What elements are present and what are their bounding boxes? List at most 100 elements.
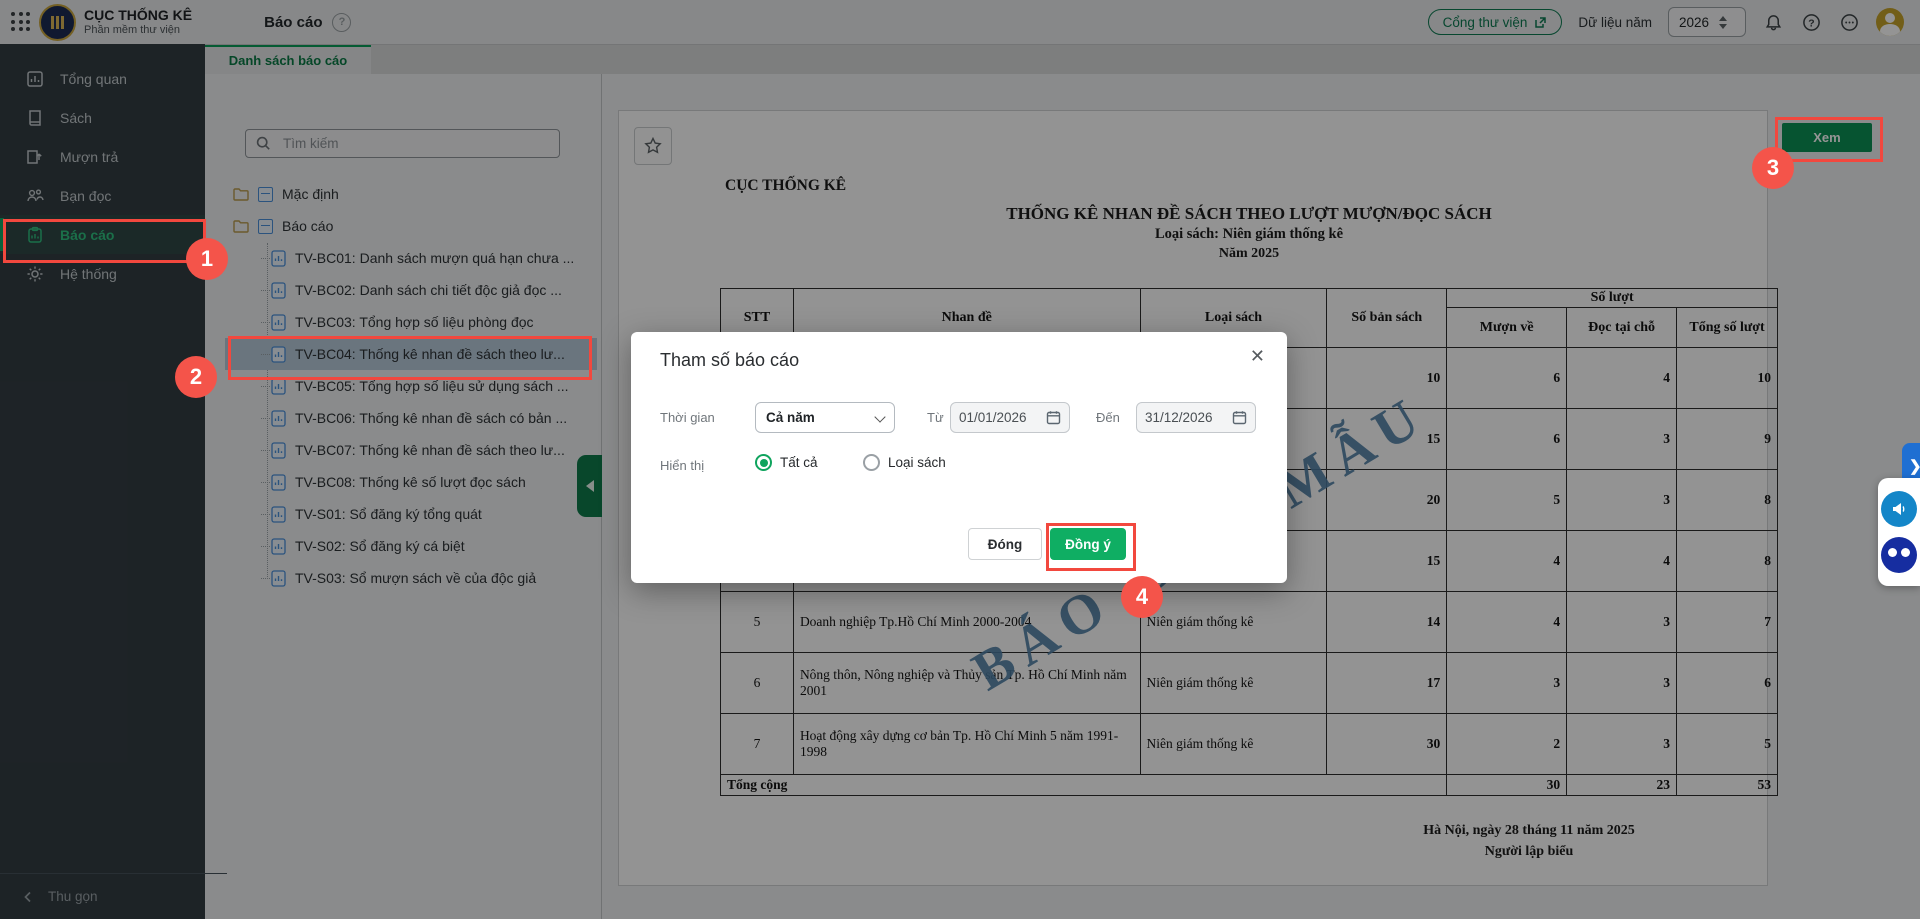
- library-portal-button[interactable]: Cổng thư viện: [1427, 9, 1563, 35]
- col-header-borrow: Mượn về: [1446, 307, 1568, 348]
- announcement-button[interactable]: [1881, 491, 1917, 527]
- chevron-left-icon: [24, 891, 31, 902]
- modal-ok-button[interactable]: Đồng ý: [1050, 528, 1126, 560]
- report-signer-title: Người lập biểu: [1484, 844, 1574, 859]
- chatbot-button[interactable]: [1881, 537, 1917, 573]
- from-date-value: 01/01/2026: [959, 410, 1027, 425]
- tree-report-label: TV-BC02: Danh sách chi tiết độc giả đọc …: [295, 282, 562, 298]
- sidebar-item-he-thong[interactable]: Hệ thống: [0, 254, 205, 293]
- sidebar-item-label: Báo cáo: [60, 226, 115, 243]
- report-subtitle: Loại sách: Niên giám thống kê: [1154, 226, 1344, 243]
- external-link-icon: [1535, 16, 1547, 28]
- year-input[interactable]: [1675, 13, 1713, 31]
- app-subtitle: Phần mềm thư viện: [84, 23, 181, 36]
- sidebar-collapse-button[interactable]: Thu gọn: [0, 873, 227, 919]
- notifications-bell-icon[interactable]: [1762, 11, 1784, 33]
- megaphone-icon: [1893, 503, 1905, 515]
- radio-selected-icon: [755, 454, 772, 471]
- tree-folder-label: Báo cáo: [282, 218, 334, 234]
- readers-icon: [27, 188, 44, 201]
- clipboard-icon: [28, 226, 42, 243]
- sidebar-item-label: Hệ thống: [60, 265, 117, 282]
- tab-danh-sach-bao-cao[interactable]: Danh sách báo cáo: [205, 44, 371, 74]
- tree-report-tv-bc08[interactable]: TV-BC08: Thống kê số lượt đọc sách: [225, 466, 597, 498]
- collapse-minus-icon[interactable]: [258, 218, 273, 234]
- svg-text:?: ?: [1808, 18, 1814, 29]
- from-date-input[interactable]: 01/01/2026: [950, 402, 1070, 433]
- time-range-value: Cả năm: [766, 410, 815, 425]
- col-header-total: Tổng số lượt: [1676, 307, 1778, 348]
- calendar-icon: [1046, 411, 1061, 425]
- chevron-down-icon: [874, 411, 886, 423]
- borrow-return-icon: [27, 149, 42, 164]
- radio-loai-sach[interactable]: Loại sách: [863, 454, 946, 471]
- view-report-button[interactable]: Xem: [1782, 123, 1872, 152]
- tree-report-label: TV-S02: Sổ đăng ký cá biệt: [295, 538, 465, 554]
- org-logo: [39, 3, 76, 41]
- tree-report-label: TV-S03: Sổ mượn sách về của độc giả: [295, 570, 537, 586]
- close-icon[interactable]: ✕: [1249, 346, 1265, 366]
- tree-report-tv-bc06[interactable]: TV-BC06: Thống kê nhan đề sách có bản ..…: [225, 402, 597, 434]
- tree-report-label: TV-BC01: Danh sách mượn quá hạn chưa ...: [295, 250, 575, 266]
- year-stepper[interactable]: [1668, 7, 1746, 37]
- more-options-icon[interactable]: [1838, 11, 1860, 33]
- book-icon: [29, 109, 41, 126]
- report-doc-icon: [271, 505, 286, 523]
- chart-icon: [27, 70, 43, 87]
- tree-report-tv-bc01[interactable]: TV-BC01: Danh sách mượn quá hạn chưa ...: [225, 242, 597, 274]
- tree-report-tv-bc03[interactable]: TV-BC03: Tổng hợp số liệu phòng đọc: [225, 306, 597, 338]
- radio-tat-ca[interactable]: Tất cả: [755, 454, 818, 471]
- tree-report-tv-s01[interactable]: TV-S01: Sổ đăng ký tổng quát: [225, 498, 597, 530]
- report-title: THỐNG KÊ NHAN ĐỀ SÁCH THEO LƯỢT MƯỢN/ĐỌC…: [1006, 204, 1492, 223]
- col-header-copies: Số bản sách: [1326, 288, 1448, 348]
- table-row: 5 Doanh nghiệp Tp.Hồ Chí Minh 2000-2004 …: [720, 591, 1778, 653]
- app-launcher-icon[interactable]: [11, 12, 31, 32]
- page-help-icon[interactable]: ?: [332, 12, 352, 32]
- calendar-icon: [1232, 411, 1247, 425]
- tree-folder-label: Mặc định: [282, 186, 339, 202]
- to-date-input[interactable]: 31/12/2026: [1136, 402, 1256, 433]
- chevron-right-icon: ❯: [1909, 457, 1920, 475]
- report-search-box[interactable]: [245, 129, 560, 158]
- radio-label: Loại sách: [888, 455, 946, 470]
- modal-close-button[interactable]: Đóng: [968, 528, 1042, 560]
- tree-report-label: TV-BC04: Thống kê nhan đề sách theo lư..…: [295, 346, 565, 362]
- time-range-select[interactable]: Cả năm: [755, 402, 895, 433]
- sidebar-item-tong-quan[interactable]: Tổng quan: [0, 59, 205, 98]
- collapse-label: Thu gọn: [48, 889, 98, 904]
- search-icon: [256, 136, 270, 150]
- side-panel-expand-tab[interactable]: ❯: [1902, 443, 1920, 489]
- sidebar-item-sach[interactable]: Sách: [0, 98, 205, 137]
- sidebar-item-ban-doc[interactable]: Bạn đọc: [0, 176, 205, 215]
- tree-report-label: TV-BC05: Tổng hợp số liệu sử dụng sách .…: [295, 378, 569, 394]
- table-row: 7 Hoạt động xây dựng cơ bản Tp. Hồ Chí M…: [720, 713, 1778, 775]
- radio-unselected-icon: [863, 454, 880, 471]
- help-circle-icon[interactable]: ?: [1800, 11, 1822, 33]
- tree-report-tv-s03[interactable]: TV-S03: Sổ mượn sách về của độc giả: [225, 562, 597, 594]
- report-signature-block: Hà Nội, ngày 28 tháng 11 năm 2025 Người …: [1290, 820, 1768, 862]
- favorite-star-button[interactable]: [634, 127, 672, 165]
- year-spinner[interactable]: [1719, 15, 1727, 29]
- top-header: CỤC THỐNG KÊ Phần mềm thư viện Báo cáo ?…: [0, 0, 1920, 45]
- user-avatar[interactable]: [1876, 8, 1904, 36]
- tree-report-tv-s02[interactable]: TV-S02: Sổ đăng ký cá biệt: [225, 530, 597, 562]
- tree-report-label: TV-BC03: Tổng hợp số liệu phòng đọc: [295, 314, 534, 330]
- report-tree: Mặc định Báo cáo TV-BC01: Danh sách mượn…: [225, 178, 597, 594]
- tree-report-tv-bc02[interactable]: TV-BC02: Danh sách chi tiết độc giả đọc …: [225, 274, 597, 306]
- search-input[interactable]: [281, 135, 535, 152]
- tree-report-label: TV-BC08: Thống kê số lượt đọc sách: [295, 474, 526, 490]
- sidebar-item-label: Tổng quan: [60, 70, 127, 87]
- tree-report-tv-bc07[interactable]: TV-BC07: Thống kê nhan đề sách theo lư..…: [225, 434, 597, 466]
- spin-up-icon[interactable]: [1719, 15, 1727, 21]
- report-doc-icon: [271, 409, 286, 427]
- tree-folder-bao-cao[interactable]: Báo cáo: [225, 210, 597, 242]
- collapse-minus-icon[interactable]: [258, 186, 273, 202]
- tree-collapse-handle[interactable]: [577, 455, 602, 517]
- tree-report-tv-bc04-selected[interactable]: TV-BC04: Thống kê nhan đề sách theo lư..…: [225, 338, 597, 370]
- folder-icon: [233, 188, 249, 201]
- tree-report-label: TV-S01: Sổ đăng ký tổng quát: [295, 506, 482, 522]
- spin-down-icon[interactable]: [1719, 23, 1727, 29]
- sidebar-item-muon-tra[interactable]: Mượn trả: [0, 137, 205, 176]
- tree-folder-mac-dinh[interactable]: Mặc định: [225, 178, 597, 210]
